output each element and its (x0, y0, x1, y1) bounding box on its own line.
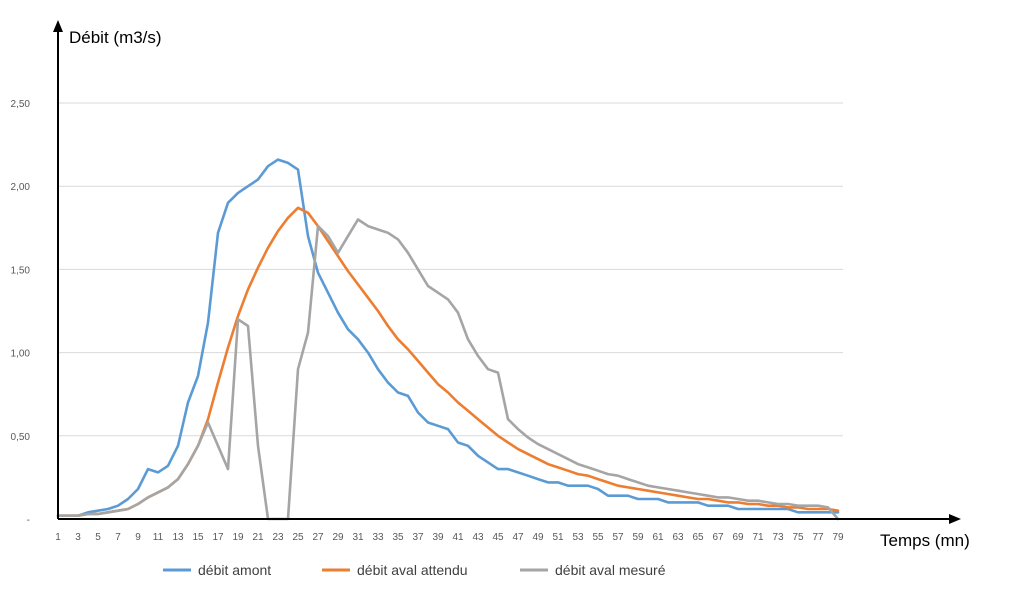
x-tick-label: 69 (732, 532, 744, 543)
x-tick-label: 59 (632, 532, 644, 543)
x-tick-label: 29 (332, 532, 344, 543)
series-line-2 (56, 206, 840, 518)
x-tick-label: 31 (352, 532, 364, 543)
x-tick-label: 7 (115, 532, 121, 543)
x-tick-label: 39 (432, 532, 444, 543)
x-tick-label: 27 (312, 532, 324, 543)
x-tick-label: 23 (272, 532, 284, 543)
x-tick-label: 3 (75, 532, 81, 543)
x-tick-label: 1 (55, 532, 61, 543)
x-tick-label: 49 (532, 532, 544, 543)
x-tick-label: 11 (153, 532, 164, 543)
x-tick-label: 57 (612, 532, 624, 543)
y-axis-arrow (53, 20, 63, 32)
x-tick-label: 71 (752, 532, 764, 543)
y-tick-label: 2,50 (11, 99, 31, 110)
x-tick-label: 77 (812, 532, 824, 543)
legend-label: débit aval attendu (357, 562, 468, 578)
x-axis-title: Temps (mn) (880, 531, 970, 550)
legend: débit amont débit aval attendu débit aval … (163, 562, 666, 578)
y-tick-label: 1,00 (11, 349, 31, 360)
x-tick-label: 61 (652, 532, 664, 543)
x-tick-label: 21 (252, 532, 264, 543)
x-tick-label: 33 (372, 532, 384, 543)
legend-label: débit aval mesuré (555, 562, 666, 578)
y-tick-label: 0,50 (11, 432, 31, 443)
x-tick-label: 9 (135, 532, 141, 543)
y-tick-label: 1,50 (11, 265, 31, 276)
x-tick-label: 73 (772, 532, 784, 543)
x-tick-label: 13 (172, 532, 184, 543)
x-tick-label: 35 (392, 532, 404, 543)
y-tick-labels: - 0,50 1,00 1,50 2,00 2,50 (11, 99, 31, 526)
series-line-3 (56, 218, 840, 521)
series-lines (56, 158, 840, 521)
legend-label: débit amont (198, 562, 271, 578)
x-tick-label: 15 (192, 532, 204, 543)
gridlines (58, 102, 843, 437)
x-tick-label: 67 (712, 532, 724, 543)
x-tick-label: 41 (452, 532, 464, 543)
x-tick-label: 51 (552, 532, 564, 543)
x-tick-label: 17 (212, 532, 224, 543)
x-tick-label: 75 (792, 532, 804, 543)
series-line-1 (56, 158, 840, 518)
x-tick-label: 5 (95, 532, 101, 543)
x-tick-label: 55 (592, 532, 604, 543)
x-tick-label: 43 (472, 532, 484, 543)
x-tick-labels: 1 3 5 7 9 11 13 15 17 19 21 23 25 27 29 31 33 35 37 39 41 43 4… (55, 532, 844, 543)
x-tick-label: 63 (672, 532, 684, 543)
y-tick-label: - (27, 515, 30, 526)
axes (53, 20, 961, 524)
x-tick-label: 65 (692, 532, 704, 543)
x-tick-label: 79 (832, 532, 844, 543)
x-tick-label: 53 (572, 532, 584, 543)
y-tick-label: 2,00 (11, 182, 31, 193)
x-tick-label: 25 (292, 532, 304, 543)
y-axis-title: Débit (m3/s) (69, 28, 162, 47)
x-tick-label: 37 (412, 532, 424, 543)
x-tick-label: 19 (232, 532, 244, 543)
x-tick-label: 47 (512, 532, 524, 543)
x-axis-arrow (949, 514, 961, 524)
x-tick-label: 45 (492, 532, 504, 543)
